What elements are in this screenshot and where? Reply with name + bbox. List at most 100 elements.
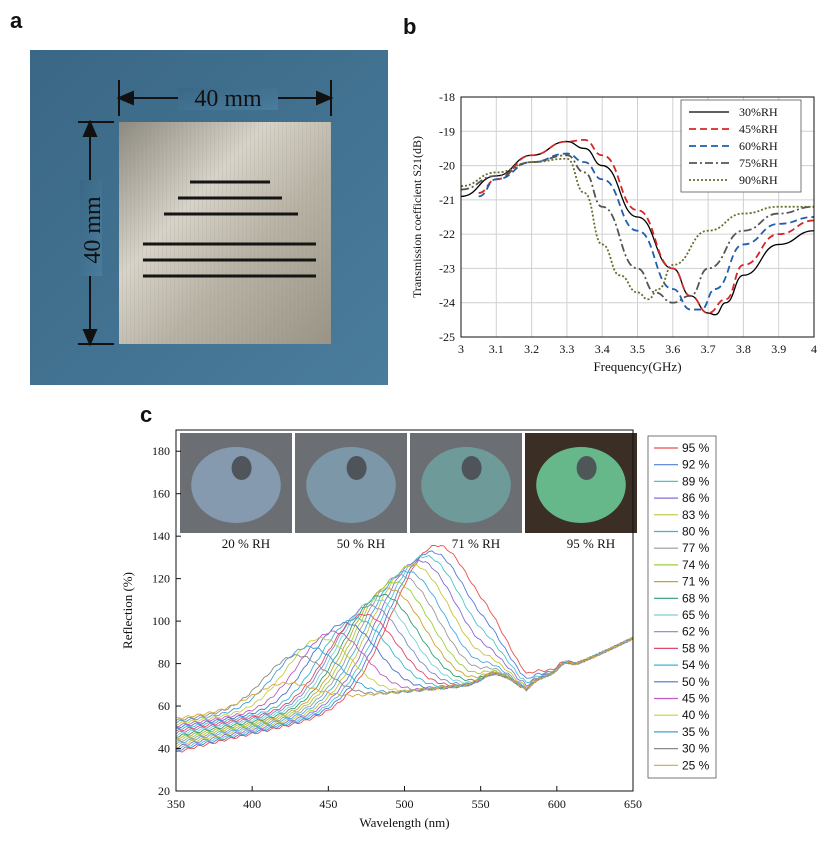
reflection-series-group (175, 544, 634, 753)
reflection-x-ticks: 350 400 450 500 550 600 650 (167, 786, 642, 811)
s21-y-ticks: -25 -24 -23 -22 -21 -20 -19 -18 (439, 90, 455, 344)
reflection-y-tick-label: 40 (158, 742, 170, 756)
s21-x-tick-label: 4 (811, 342, 817, 356)
reflection-y-tick-label: 80 (158, 657, 170, 671)
reflection-legend-label: 65 % (682, 608, 710, 622)
film-hole (461, 456, 482, 480)
s21-legend-label: 60%RH (739, 139, 778, 153)
s21-x-axis-label: Frequency(GHz) (593, 359, 681, 374)
s21-x-tick-label: 3.5 (630, 342, 645, 356)
s21-series-line (460, 157, 814, 301)
s21-legend: 30%RH 45%RH 60%RH 75%RH 90%RH (680, 99, 802, 193)
reflection-y-tick-label: 180 (152, 444, 170, 458)
reflection-series-line (175, 630, 634, 727)
reflection-y-tick-label: 100 (152, 614, 170, 628)
s21-legend-label: 45%RH (739, 122, 778, 136)
reflection-legend-label: 95 % (682, 441, 710, 455)
height-label: 40 mm (80, 196, 106, 264)
humidity-photo-label: 95 % RH (567, 536, 615, 551)
reflection-x-tick-label: 650 (624, 797, 642, 811)
humidity-photo-label: 71 % RH (452, 536, 500, 551)
reflection-legend-label: 68 % (682, 591, 710, 605)
reflection-y-tick-label: 60 (158, 699, 170, 713)
s21-legend-label: 90%RH (739, 173, 778, 187)
reflection-legend-label: 92 % (682, 458, 710, 472)
s21-y-tick-label: -21 (439, 193, 455, 207)
humidity-film (421, 447, 511, 523)
film-hole (231, 456, 252, 480)
s21-plot-frame (460, 96, 815, 338)
reflection-legend-label: 89 % (682, 474, 710, 488)
s21-y-tick-label: -22 (439, 227, 455, 241)
humidity-photo-strip: 20 % RH 50 % RH 71 % RH 95 % RH (180, 433, 637, 551)
s21-legend-label: 75%RH (739, 156, 778, 170)
reflection-x-tick-label: 450 (319, 797, 337, 811)
reflection-legend-label: 83 % (682, 508, 710, 522)
s21-legend-label: 30%RH (739, 105, 778, 119)
s21-chart: 3 3.1 3.2 3.3 3.4 3.5 3.6 3.7 3.8 3.9 4 -25-24-23-… (410, 90, 817, 374)
s21-y-tick-label: -23 (439, 261, 455, 275)
film-hole (576, 456, 597, 480)
reflection-x-tick-label: 350 (167, 797, 185, 811)
reflection-legend-label: 50 % (682, 675, 710, 689)
reflection-legend: 95 % 92 % 89 % 86 % 83 % 80 % 77 % 74 % 71 % 68 %… (647, 435, 717, 779)
humidity-film (191, 447, 281, 523)
s21-x-tick-label: 3.1 (489, 342, 504, 356)
s21-y-tick-label: -20 (439, 159, 455, 173)
film-hole (346, 456, 367, 480)
s21-series-line (478, 138, 815, 314)
reflection-y-tick-label: 140 (152, 529, 170, 543)
s21-x-tick-label: 3.6 (665, 342, 680, 356)
reflection-legend-label: 80 % (682, 525, 710, 539)
s21-x-tick-label: 3.7 (701, 342, 716, 356)
s21-y-tick-label: -25 (439, 330, 455, 344)
reflection-legend-label: 86 % (682, 491, 710, 505)
humidity-film (306, 447, 396, 523)
reflection-x-axis-label: Wavelength (nm) (359, 815, 449, 830)
reflection-y-ticks: 20 40 60 80 100 120 140 160 180 (152, 444, 181, 798)
sensor-photo: 40 mm 40 mm (30, 50, 388, 385)
reflection-legend-label: 30 % (682, 742, 710, 756)
reflection-x-tick-label: 550 (472, 797, 490, 811)
reflection-x-tick-label: 500 (396, 797, 414, 811)
panel-label-c: c (140, 402, 153, 427)
panel-label-b: b (403, 14, 417, 39)
s21-series-group (460, 138, 815, 316)
reflection-x-tick-label: 600 (548, 797, 566, 811)
panel-label-a: a (10, 8, 23, 33)
s21-y-tick-label: -18 (439, 90, 455, 104)
s21-series-line (460, 154, 815, 304)
s21-y-tick-label: -24 (439, 296, 455, 310)
reflection-y-tick-label: 160 (152, 487, 170, 501)
s21-y-axis-label: Transmission coefficient S21(dB) (410, 136, 424, 298)
reflection-legend-label: 74 % (682, 558, 710, 572)
reflection-legend-label: 45 % (682, 692, 710, 706)
humidity-photo-label: 50 % RH (337, 536, 385, 551)
reflection-legend-label: 35 % (682, 725, 710, 739)
resonator-lines (143, 180, 316, 278)
s21-x-tick-label: 3.2 (524, 342, 539, 356)
s21-series-line (478, 152, 815, 311)
reflection-y-tick-label: 20 (158, 784, 170, 798)
reflection-series-line (175, 637, 634, 721)
s21-x-ticks: 3 3.1 3.2 3.3 3.4 3.5 3.6 3.7 3.8 3.9 4 (458, 342, 817, 356)
reflection-legend-label: 40 % (682, 708, 710, 722)
reflection-legend-label: 54 % (682, 658, 710, 672)
reflection-chart: 20 % RH 50 % RH 71 % RH 95 % RH 350 400 450 50… (120, 429, 717, 830)
reflection-series-line (175, 636, 634, 726)
reflection-series-line (175, 554, 634, 750)
reflection-legend-label: 77 % (682, 541, 710, 555)
reflection-legend-label: 62 % (682, 625, 710, 639)
s21-x-tick-label: 3.3 (559, 342, 574, 356)
s21-y-tick-label: -19 (439, 124, 455, 138)
s21-x-tick-label: 3.4 (595, 342, 610, 356)
humidity-film (536, 447, 626, 523)
s21-x-tick-label: 3 (458, 342, 464, 356)
reflection-series-line (176, 636, 634, 720)
reflection-legend-box (647, 435, 717, 779)
reflection-legend-label: 25 % (682, 758, 710, 772)
s21-x-tick-label: 3.8 (736, 342, 751, 356)
s21-x-tick-label: 3.9 (771, 342, 786, 356)
reflection-y-tick-label: 120 (152, 572, 170, 586)
width-label: 40 mm (194, 86, 262, 112)
